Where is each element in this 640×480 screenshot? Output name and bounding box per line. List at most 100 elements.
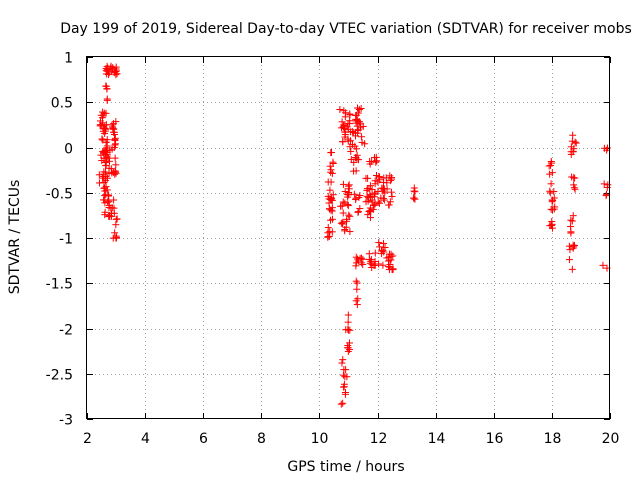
data-point [105, 157, 113, 165]
data-point [101, 184, 109, 192]
data-point [337, 202, 345, 210]
data-point [324, 229, 332, 237]
data-point [102, 82, 110, 90]
data-point [379, 261, 387, 269]
data-point [112, 68, 120, 76]
data-point [371, 261, 379, 269]
data-point [372, 171, 380, 179]
data-point [326, 186, 334, 194]
y-tick-label: -3 [59, 413, 73, 429]
data-point [571, 174, 579, 182]
data-point [411, 195, 419, 203]
data-point [344, 193, 352, 201]
data-point [346, 212, 354, 220]
data-point [352, 277, 360, 285]
data-point [324, 178, 332, 186]
data-point [343, 217, 351, 225]
data-point [569, 131, 577, 139]
x-tick-label: 12 [370, 431, 388, 447]
data-point [569, 212, 577, 220]
data-point [101, 211, 109, 219]
data-point [108, 121, 116, 129]
data-point [372, 158, 380, 166]
data-point [547, 180, 555, 188]
data-point [565, 256, 573, 264]
data-point [338, 359, 346, 367]
data-point [336, 105, 344, 113]
data-point [368, 185, 376, 193]
data-point [385, 201, 393, 209]
data-point [110, 144, 118, 152]
data-points [95, 62, 612, 408]
data-point [389, 265, 397, 273]
data-point [112, 161, 120, 169]
data-point [344, 182, 352, 190]
data-point [110, 168, 118, 176]
y-tick-labels: 1 0.5 0 -0.5 -1 -1.5 -2 -2.5 -3 [46, 51, 73, 429]
data-point [379, 246, 387, 254]
data-point [339, 209, 347, 217]
data-point [327, 168, 335, 176]
data-point [411, 188, 419, 196]
data-point [568, 265, 576, 273]
data-point [350, 158, 358, 166]
data-point [362, 198, 370, 206]
plot-frame [86, 56, 610, 419]
data-point [364, 211, 372, 219]
data-point [341, 131, 349, 139]
data-point [102, 65, 110, 73]
data-point [346, 110, 354, 118]
data-point [338, 124, 346, 132]
data-point [548, 169, 556, 177]
y-tick-label: -1 [59, 232, 73, 248]
y-tick-label: -2.5 [46, 368, 73, 384]
data-point [548, 196, 556, 204]
data-point [100, 178, 108, 186]
y-tick-label: 0 [64, 142, 73, 158]
data-point [356, 204, 364, 212]
data-point [388, 174, 396, 182]
data-point [386, 172, 394, 180]
data-point [353, 116, 361, 124]
data-point [107, 165, 115, 173]
x-tick-label: 6 [199, 431, 208, 447]
data-point [109, 120, 117, 128]
data-point [96, 117, 104, 125]
data-point [355, 193, 363, 201]
data-point [386, 250, 394, 258]
data-point [376, 243, 384, 251]
data-point [337, 219, 345, 227]
x-tick-label: 20 [602, 431, 620, 447]
x-tick-label: 4 [141, 431, 150, 447]
data-point [379, 194, 387, 202]
data-point [371, 200, 379, 208]
data-point [344, 347, 352, 355]
data-point [376, 176, 384, 184]
data-point [367, 256, 375, 264]
data-point [105, 198, 113, 206]
data-point [371, 249, 379, 257]
data-point [345, 211, 353, 219]
data-point [354, 295, 362, 303]
data-point [102, 158, 110, 166]
data-point [103, 153, 111, 161]
data-point [346, 228, 354, 236]
data-point [602, 190, 610, 198]
data-point [365, 250, 373, 258]
data-point [387, 177, 395, 185]
data-point [111, 229, 119, 237]
data-point [342, 223, 350, 231]
x-tick-label: 18 [544, 431, 562, 447]
data-point [103, 174, 111, 182]
data-point [410, 194, 418, 202]
data-point [371, 190, 379, 198]
data-point [383, 254, 391, 262]
x-tick-label: 2 [83, 431, 92, 447]
data-point [95, 171, 103, 179]
data-point [339, 198, 347, 206]
data-point [99, 125, 107, 133]
data-point [567, 143, 575, 151]
data-point [346, 326, 354, 334]
data-point [371, 177, 379, 185]
data-point [375, 199, 383, 207]
